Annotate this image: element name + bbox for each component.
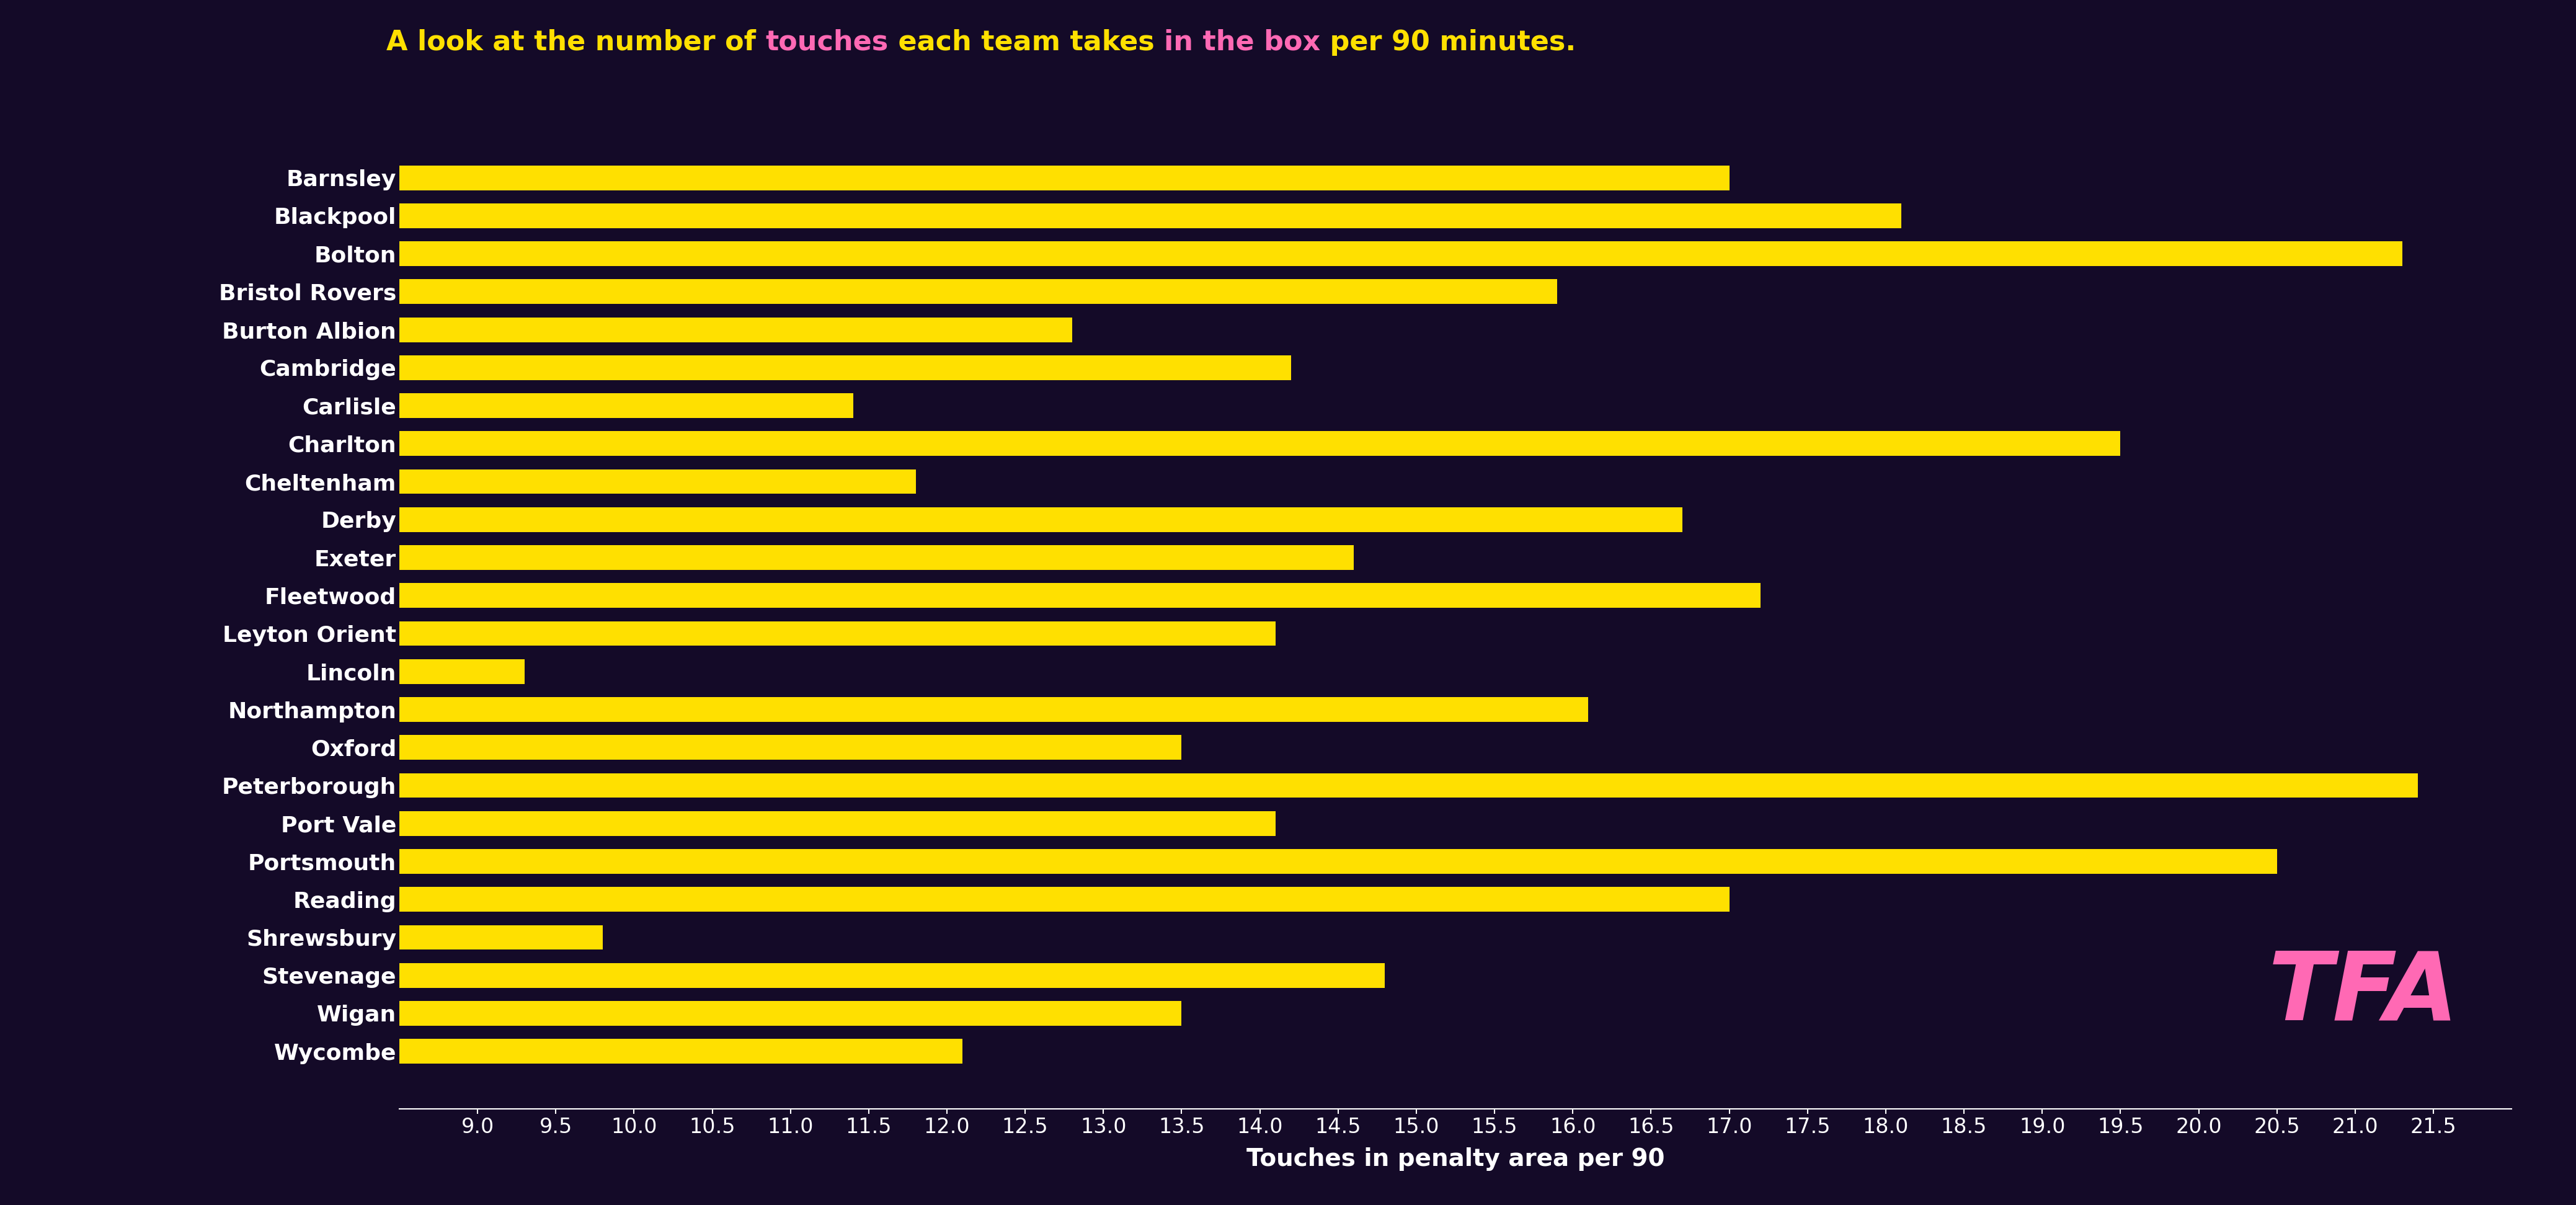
Bar [0,963,1386,988]
Bar [0,507,1682,531]
Bar [0,280,1556,304]
Bar [0,774,2419,798]
Bar [0,1039,963,1064]
Bar [0,241,2401,266]
Bar [0,393,853,418]
Text: TFA: TFA [2269,947,2458,1040]
Bar [0,850,2277,874]
Bar [0,811,1275,836]
X-axis label: Touches in penalty area per 90: Touches in penalty area per 90 [1247,1147,1664,1171]
Bar [0,431,2120,455]
Bar [0,698,1589,722]
Text: A look at the number of: A look at the number of [386,29,765,55]
Bar [0,204,1901,228]
Bar [0,545,1355,570]
Text: per 90 minutes.: per 90 minutes. [1321,29,1577,55]
Bar [0,1001,1182,1025]
Bar [0,887,1728,912]
Text: each team takes: each team takes [889,29,1164,55]
Bar [0,469,914,494]
Bar [0,583,1759,607]
Bar [0,925,603,950]
Bar [0,735,1182,760]
Bar [0,165,1728,190]
Bar [0,355,1291,380]
Bar [0,659,526,684]
Bar [0,622,1275,646]
Text: in the box: in the box [1164,29,1321,55]
Bar [0,317,1072,342]
Text: touches: touches [765,29,889,55]
